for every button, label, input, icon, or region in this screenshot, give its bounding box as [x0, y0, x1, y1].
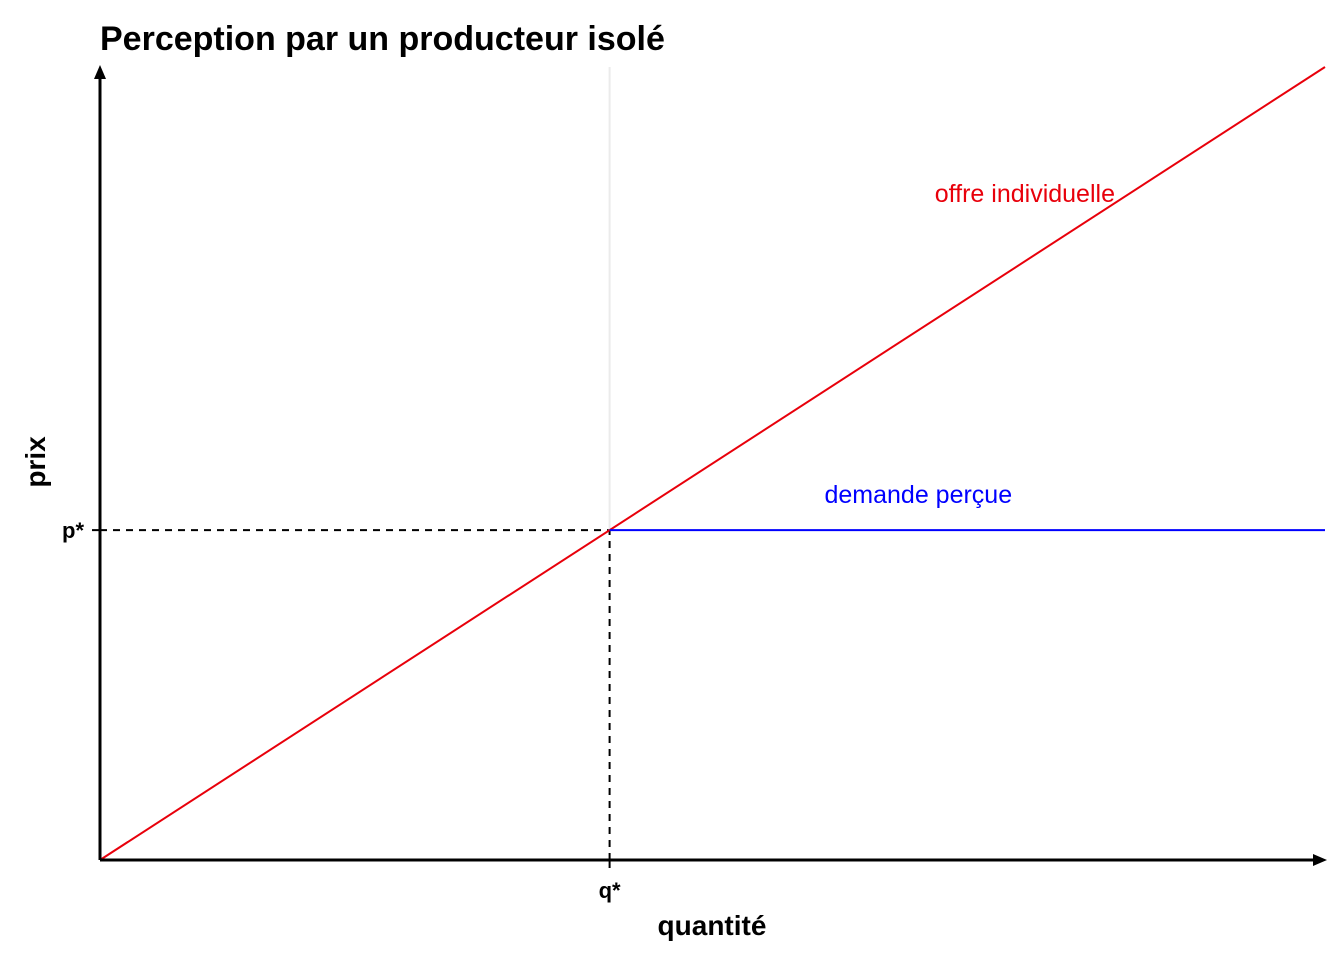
annotation-label-0: offre individuelle — [935, 180, 1115, 208]
annotation-label-1: demande perçue — [824, 481, 1012, 509]
x-axis-arrow-icon — [1313, 854, 1327, 866]
series-layer — [99, 66, 1326, 861]
tick-layer: q* p* — [62, 518, 621, 903]
series-line-0 — [99, 66, 1326, 861]
x-axis-label: quantité — [658, 910, 767, 941]
y-axis-arrow-icon — [94, 65, 106, 79]
x-tick-label: q* — [599, 878, 621, 903]
y-axis-label: prix — [20, 436, 51, 488]
annotation-layer: offre individuelle demande perçue — [824, 180, 1115, 509]
y-tick-label: p* — [62, 518, 84, 543]
reference-lines — [100, 67, 611, 860]
chart-title: Perception par un producteur isolé — [100, 20, 665, 58]
